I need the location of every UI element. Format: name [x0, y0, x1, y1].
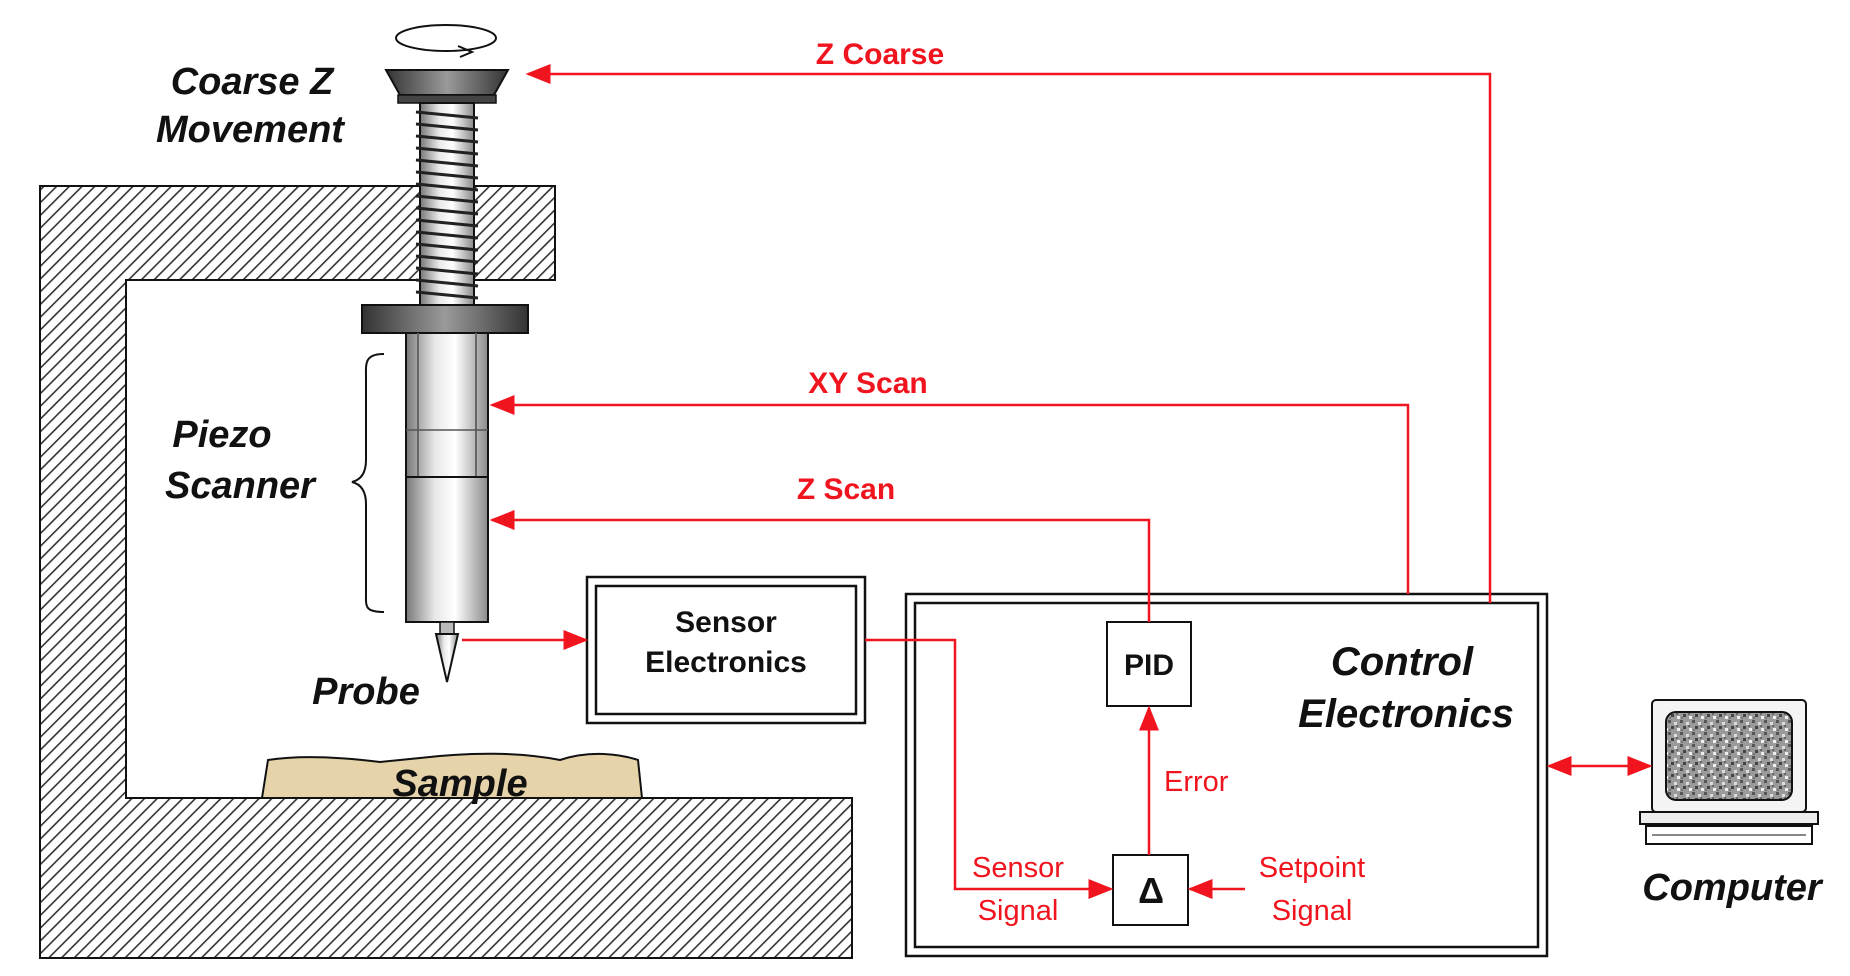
- xy-scan-signal-line: [489, 395, 1410, 594]
- pid-label: PID: [1124, 649, 1174, 682]
- piezo-bracket: [351, 353, 385, 613]
- sensor-electronics-label-2: Electronics: [645, 646, 807, 679]
- setpoint-signal-label-2: Signal: [1272, 895, 1353, 927]
- computer-label: Computer: [1642, 867, 1824, 909]
- piezo-scanner-tube: [405, 332, 489, 623]
- sensor-output-signal-line: [865, 638, 1114, 899]
- microscope-frame: [39, 185, 853, 959]
- sensor-electronics-label: Sensor: [675, 606, 777, 639]
- control-electronics-label-2: Electronics: [1298, 692, 1514, 736]
- coarse-z-label: Coarse Z: [171, 61, 335, 103]
- z-scan-signal-line: [489, 510, 1151, 622]
- scanner-label: Scanner: [165, 465, 317, 507]
- z-coarse-label: Z Coarse: [816, 38, 944, 71]
- control-electronics-label: Control: [1331, 640, 1474, 684]
- error-label: Error: [1164, 766, 1229, 798]
- piezo-label: Piezo: [172, 414, 271, 456]
- coarse-z-screw: [384, 24, 510, 306]
- z-scan-label: Z Scan: [797, 473, 895, 506]
- computer-screen: [1665, 711, 1793, 801]
- probe-label: Probe: [312, 671, 420, 713]
- coarse-z-label-2: Movement: [156, 109, 345, 151]
- xy-scan-label: XY Scan: [808, 367, 928, 400]
- sensor-signal-label-2: Signal: [978, 895, 1059, 927]
- z-coarse-signal-line: [525, 64, 1492, 603]
- sensor-signal-label: Sensor: [972, 852, 1064, 884]
- sample-label: Sample: [392, 763, 527, 805]
- sample: [260, 752, 644, 799]
- probe-tip: [434, 621, 460, 683]
- computer[interactable]: [1639, 699, 1819, 845]
- sensor-electronics-box: [585, 575, 867, 725]
- delta-label: Δ: [1138, 870, 1164, 911]
- scanner-mount-plate: [361, 304, 529, 334]
- setpoint-signal-label: Setpoint: [1259, 852, 1365, 884]
- pid-box: [1106, 621, 1192, 707]
